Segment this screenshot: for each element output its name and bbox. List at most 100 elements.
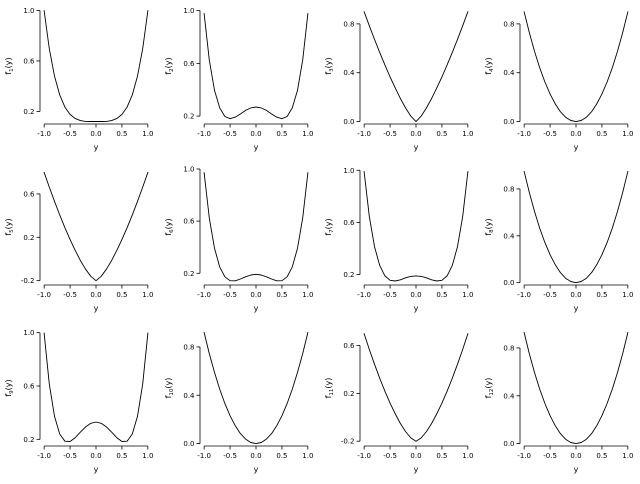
x-tick-label: 0.5 <box>436 291 447 299</box>
curve <box>363 333 469 442</box>
x-axis: -1.0 -0.5 0.0 0.5 1.0 y <box>357 284 473 313</box>
y-tick-label: 0.8 <box>503 20 514 28</box>
y-tick-label: 0.2 <box>183 270 194 278</box>
y-tick-label: 1.0 <box>183 7 194 15</box>
y-axis: 0.0 0.4 0.8 f4(y) <box>484 20 521 126</box>
y-tick-label: 0.6 <box>183 218 195 226</box>
subplot-f1: -1.0 -0.5 0.0 0.5 1.0 y 0.2 0.6 1.0 f1(y) <box>0 0 160 161</box>
x-tick-label: 1.0 <box>302 291 313 299</box>
y-axis-label: f11(y) <box>324 378 335 399</box>
y-tick-label: 0.4 <box>183 392 195 400</box>
x-axis: -1.0 -0.5 0.0 0.5 1.0 y <box>197 284 313 313</box>
x-axis-label: y <box>94 465 99 474</box>
x-tick-label: -1.0 <box>357 291 371 299</box>
x-axis: -1.0 -0.5 0.0 0.5 1.0 y <box>197 123 313 152</box>
y-axis-label: f2(y) <box>164 57 175 74</box>
subplot-f6: -1.0 -0.5 0.0 0.5 1.0 y 0.2 0.6 1.0 f6(y) <box>160 161 320 322</box>
y-tick-label: 0.6 <box>23 383 35 391</box>
y-tick-label: 0.6 <box>23 57 35 65</box>
x-tick-label: 0.0 <box>250 130 261 138</box>
x-tick-label: -1.0 <box>197 291 211 299</box>
curve <box>203 331 309 445</box>
x-tick-label: 0.5 <box>436 452 447 460</box>
x-tick-label: -0.5 <box>63 130 77 138</box>
y-axis: -0.2 0.2 0.6 f5(y) <box>4 190 41 285</box>
x-axis: -1.0 -0.5 0.0 0.5 1.0 y <box>197 445 313 474</box>
y-axis: 0.0 0.4 0.8 f8(y) <box>484 185 521 287</box>
subplot-f5: -1.0 -0.5 0.0 0.5 1.0 y -0.2 0.2 0.6 f5(y) <box>0 161 160 322</box>
subplot-f8: -1.0 -0.5 0.0 0.5 1.0 y 0.0 0.4 0.8 f8(y) <box>480 161 640 322</box>
y-tick-label: 1.0 <box>343 167 354 175</box>
plot-svg-f4: -1.0 -0.5 0.0 0.5 1.0 y 0.0 0.4 0.8 f4(y) <box>484 11 633 152</box>
x-tick-label: -1.0 <box>37 452 51 460</box>
plot-svg-f9: -1.0 -0.5 0.0 0.5 1.0 y 0.2 0.6 1.0 f9(y) <box>4 329 153 474</box>
x-tick-label: -0.5 <box>543 452 557 460</box>
y-axis: 0.2 0.6 1.0 f7(y) <box>324 167 361 279</box>
x-tick-label: -1.0 <box>517 291 531 299</box>
x-tick-label: -0.5 <box>223 291 237 299</box>
x-axis: -1.0 -0.5 0.0 0.5 1.0 y <box>357 445 473 474</box>
curve <box>203 172 309 282</box>
subplot-f4: -1.0 -0.5 0.0 0.5 1.0 y 0.0 0.4 0.8 f4(y) <box>480 0 640 161</box>
x-tick-label: -0.5 <box>543 130 557 138</box>
y-tick-label: 1.0 <box>183 166 194 174</box>
x-tick-label: 0.5 <box>116 130 127 138</box>
curve <box>523 11 629 123</box>
y-tick-label: 1.0 <box>23 329 34 337</box>
y-axis-label: f4(y) <box>484 57 495 74</box>
y-tick-label: 0.4 <box>503 232 515 240</box>
y-tick-label: 0.2 <box>183 113 194 121</box>
x-tick-label: 1.0 <box>302 452 313 460</box>
x-tick-label: -1.0 <box>517 130 531 138</box>
x-tick-label: -1.0 <box>357 130 371 138</box>
x-tick-label: 0.0 <box>410 452 421 460</box>
x-tick-label: -0.5 <box>383 130 397 138</box>
x-axis-label: y <box>414 465 419 474</box>
x-tick-label: 0.0 <box>410 130 421 138</box>
plot-svg-f7: -1.0 -0.5 0.0 0.5 1.0 y 0.2 0.6 1.0 f7(y) <box>324 167 473 313</box>
y-axis-label: f9(y) <box>4 379 15 396</box>
subplot-f12: -1.0 -0.5 0.0 0.5 1.0 y 0.0 0.4 0.8 f12(y) <box>480 322 640 483</box>
y-tick-label: 0.2 <box>23 436 34 444</box>
x-tick-label: 0.0 <box>570 291 581 299</box>
y-tick-label: 1.0 <box>23 7 34 15</box>
x-tick-label: 0.0 <box>90 452 101 460</box>
y-axis-label: f3(y) <box>324 57 335 74</box>
x-axis-label: y <box>574 143 579 152</box>
curve <box>203 12 309 120</box>
y-tick-label: 0.8 <box>503 185 514 193</box>
plot-svg-f12: -1.0 -0.5 0.0 0.5 1.0 y 0.0 0.4 0.8 f12(y) <box>484 331 633 474</box>
x-axis-label: y <box>254 143 259 152</box>
x-tick-label: -1.0 <box>37 291 51 299</box>
plot-svg-f1: -1.0 -0.5 0.0 0.5 1.0 y 0.2 0.6 1.0 f1(y) <box>4 7 153 152</box>
x-tick-label: 0.5 <box>116 291 127 299</box>
curve <box>363 11 469 123</box>
x-tick-label: 1.0 <box>622 130 633 138</box>
x-tick-label: 0.0 <box>570 452 581 460</box>
curve <box>43 171 149 282</box>
x-tick-label: 1.0 <box>142 452 153 460</box>
plot-svg-f2: -1.0 -0.5 0.0 0.5 1.0 y 0.2 0.6 1.0 f2(y) <box>164 7 313 152</box>
plot-svg-f8: -1.0 -0.5 0.0 0.5 1.0 y 0.0 0.4 0.8 f8(y) <box>484 170 633 313</box>
x-axis-label: y <box>94 304 99 313</box>
y-axis: 0.0 0.4 0.8 f3(y) <box>324 20 361 126</box>
subplot-f9: -1.0 -0.5 0.0 0.5 1.0 y 0.2 0.6 1.0 f9(y) <box>0 322 160 483</box>
y-axis: 0.2 0.6 1.0 f1(y) <box>4 7 41 116</box>
x-tick-label: 1.0 <box>462 291 473 299</box>
y-tick-label: 0.4 <box>503 69 515 77</box>
subplot-f2: -1.0 -0.5 0.0 0.5 1.0 y 0.2 0.6 1.0 f2(y) <box>160 0 320 161</box>
subplot-f11: -1.0 -0.5 0.0 0.5 1.0 y -0.2 0.2 0.6 f11(y) <box>320 322 480 483</box>
y-axis-label: f5(y) <box>4 218 15 235</box>
y-tick-label: 0.8 <box>183 343 194 351</box>
y-tick-label: -0.2 <box>21 277 35 285</box>
x-tick-label: 1.0 <box>462 452 473 460</box>
curve <box>43 332 149 442</box>
x-tick-label: 0.5 <box>596 452 607 460</box>
x-axis: -1.0 -0.5 0.0 0.5 1.0 y <box>517 284 633 313</box>
subplot-f7: -1.0 -0.5 0.0 0.5 1.0 y 0.2 0.6 1.0 f7(y) <box>320 161 480 322</box>
x-tick-label: 1.0 <box>142 130 153 138</box>
x-axis: -1.0 -0.5 0.0 0.5 1.0 y <box>37 123 153 152</box>
y-axis: 0.2 0.6 1.0 f2(y) <box>164 7 201 121</box>
y-tick-label: 0.2 <box>23 108 34 116</box>
